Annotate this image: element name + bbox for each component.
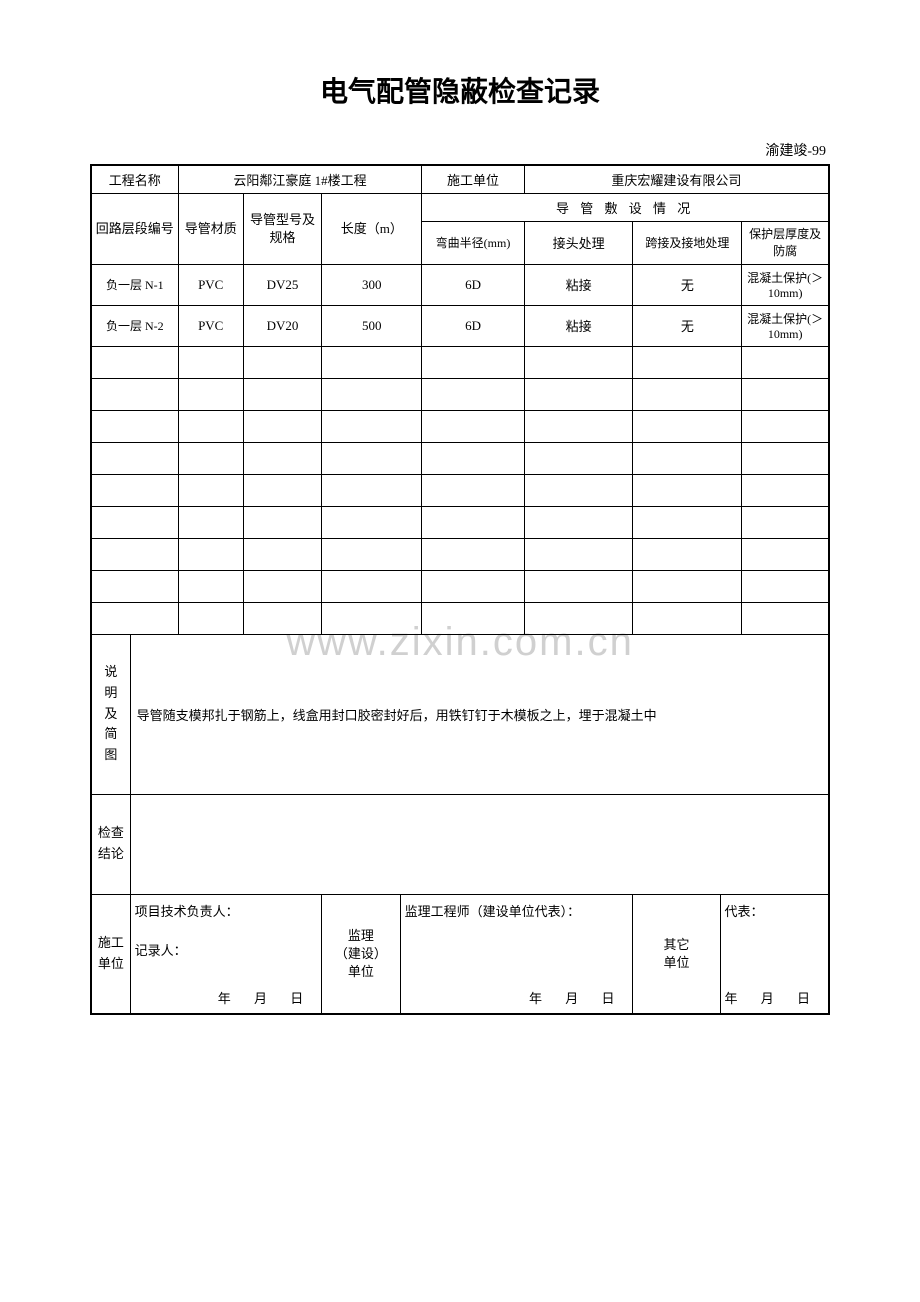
other-sig-cell: 代表： 年 月 日 [720,894,829,1014]
table-row [91,378,829,410]
col-joint: 接头处理 [524,222,633,265]
table-row [91,474,829,506]
col-protection: 保护层厚度及防腐 [742,222,829,265]
date-label: 年 月 日 [724,988,820,1007]
supervision-unit-label: 监理（建设）单位 [322,894,400,1014]
construction-unit-sig-label: 施工单位 [91,894,130,1014]
table-row [91,410,829,442]
conclusion-content [130,794,829,894]
table-row [91,570,829,602]
conclusion-label: 检查结论 [91,794,130,894]
project-name-label: 工程名称 [91,165,178,194]
table-row [91,506,829,538]
recorder-label: 记录人： [135,940,318,959]
table-row [91,346,829,378]
construction-unit-label: 施工单位 [422,165,524,194]
date-label: 年 月 日 [529,988,625,1007]
table-row: 负一层 N-2 PVC DV20 500 6D 粘接 无 混凝土保护(＞10mm… [91,305,829,346]
col-bend: 弯曲半径(mm) [422,222,524,265]
supervision-sig-cell: 监理工程师（建设单位代表）： 年 月 日 [400,894,633,1014]
construction-sig-cell: 项目技术负责人： 记录人： 年 月 日 [130,894,322,1014]
col-length: 长度（m） [322,194,422,265]
date-label: 年 月 日 [218,988,314,1007]
table-row [91,602,829,634]
col-circuit: 回路层段编号 [91,194,178,265]
supervisor-label: 监理工程师（建设单位代表）： [405,901,629,920]
representative-label: 代表： [725,901,824,920]
other-unit-label: 其它单位 [633,894,720,1014]
tech-leader-label: 项目技术负责人： [135,901,318,920]
table-row [91,442,829,474]
construction-unit-value: 重庆宏耀建设有限公司 [524,165,829,194]
col-model: 导管型号及规格 [243,194,321,265]
col-material: 导管材质 [178,194,243,265]
col-grounding: 跨接及接地处理 [633,222,742,265]
inspection-table: 工程名称 云阳鄰江豪庭 1#楼工程 施工单位 重庆宏耀建设有限公司 回路层段编号… [90,164,830,1015]
description-label: 说明及简图 [91,634,130,794]
project-name-value: 云阳鄰江豪庭 1#楼工程 [178,165,422,194]
form-code: 渝建竣-99 [90,140,830,160]
table-row [91,538,829,570]
document-title: 电气配管隐蔽检查记录 [90,70,830,110]
col-layout-group: 导 管 敷 设 情 况 [422,194,829,222]
table-row: 负一层 N-1 PVC DV25 300 6D 粘接 无 混凝土保护(＞10mm… [91,264,829,305]
description-content: 导管随支模邦扎于钢筋上，线盒用封口胶密封好后，用铁钉钉于木模板之上，埋于混凝土中 [130,634,829,794]
